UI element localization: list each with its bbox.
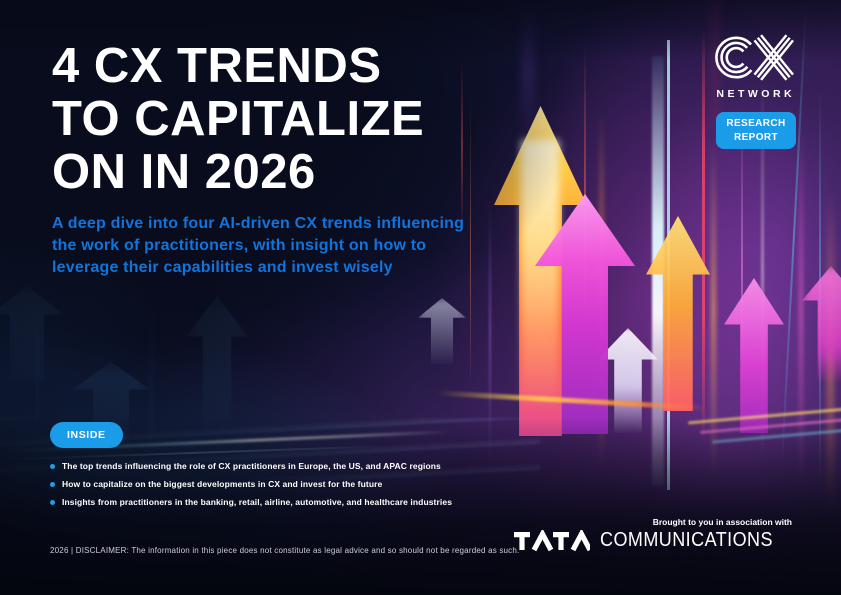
page-title: 4 CX TRENDS TO CAPITALIZE ON IN 2026 bbox=[52, 40, 424, 199]
list-item: Insights from practitioners in the banki… bbox=[50, 497, 452, 507]
inside-bullet-list: The top trends influencing the role of C… bbox=[50, 461, 452, 515]
list-item: The top trends influencing the role of C… bbox=[50, 461, 452, 471]
subtitle-line-1: A deep dive into four AI-driven CX trend… bbox=[52, 215, 465, 232]
bullet-dot-icon bbox=[50, 464, 55, 469]
association-text: Brought to you in association with bbox=[652, 517, 792, 527]
cx-network-wordmark: NETWORK bbox=[716, 88, 796, 100]
subtitle-line-2: the work of practitioners, with insight … bbox=[52, 237, 427, 255]
subtitle-line-3: leverage their capabilities and invest w… bbox=[52, 259, 393, 277]
cx-logo-icon bbox=[715, 34, 794, 81]
bullet-text: How to capitalize on the biggest develop… bbox=[62, 479, 383, 489]
bullet-text: The top trends influencing the role of C… bbox=[62, 461, 441, 471]
tata-logo-icon bbox=[513, 529, 590, 551]
badge-line-2: REPORT bbox=[733, 131, 779, 143]
cx-network-logo: NETWORK bbox=[712, 34, 796, 100]
bullet-text: Insights from practitioners in the banki… bbox=[62, 497, 453, 507]
subtitle: A deep dive into four AI-driven CX trend… bbox=[52, 213, 464, 279]
badge-line-1: RESEARCH bbox=[726, 118, 786, 129]
title-line-1: 4 CX TRENDS bbox=[52, 39, 382, 93]
research-report-badge: RESEARCH REPORT bbox=[716, 112, 796, 149]
bullet-dot-icon bbox=[50, 482, 55, 487]
disclaimer-text: 2026 | DISCLAIMER: The information in th… bbox=[50, 546, 520, 555]
title-line-3: ON IN 2026 bbox=[52, 144, 316, 199]
inside-badge: INSIDE bbox=[50, 422, 123, 448]
list-item: How to capitalize on the biggest develop… bbox=[50, 479, 452, 489]
title-line-2: TO CAPITALIZE bbox=[52, 91, 425, 146]
bullet-dot-icon bbox=[50, 500, 55, 505]
tata-communications-logo: COMMUNICATIONS bbox=[513, 529, 792, 552]
partner-wordmark: COMMUNICATIONS bbox=[599, 529, 773, 551]
